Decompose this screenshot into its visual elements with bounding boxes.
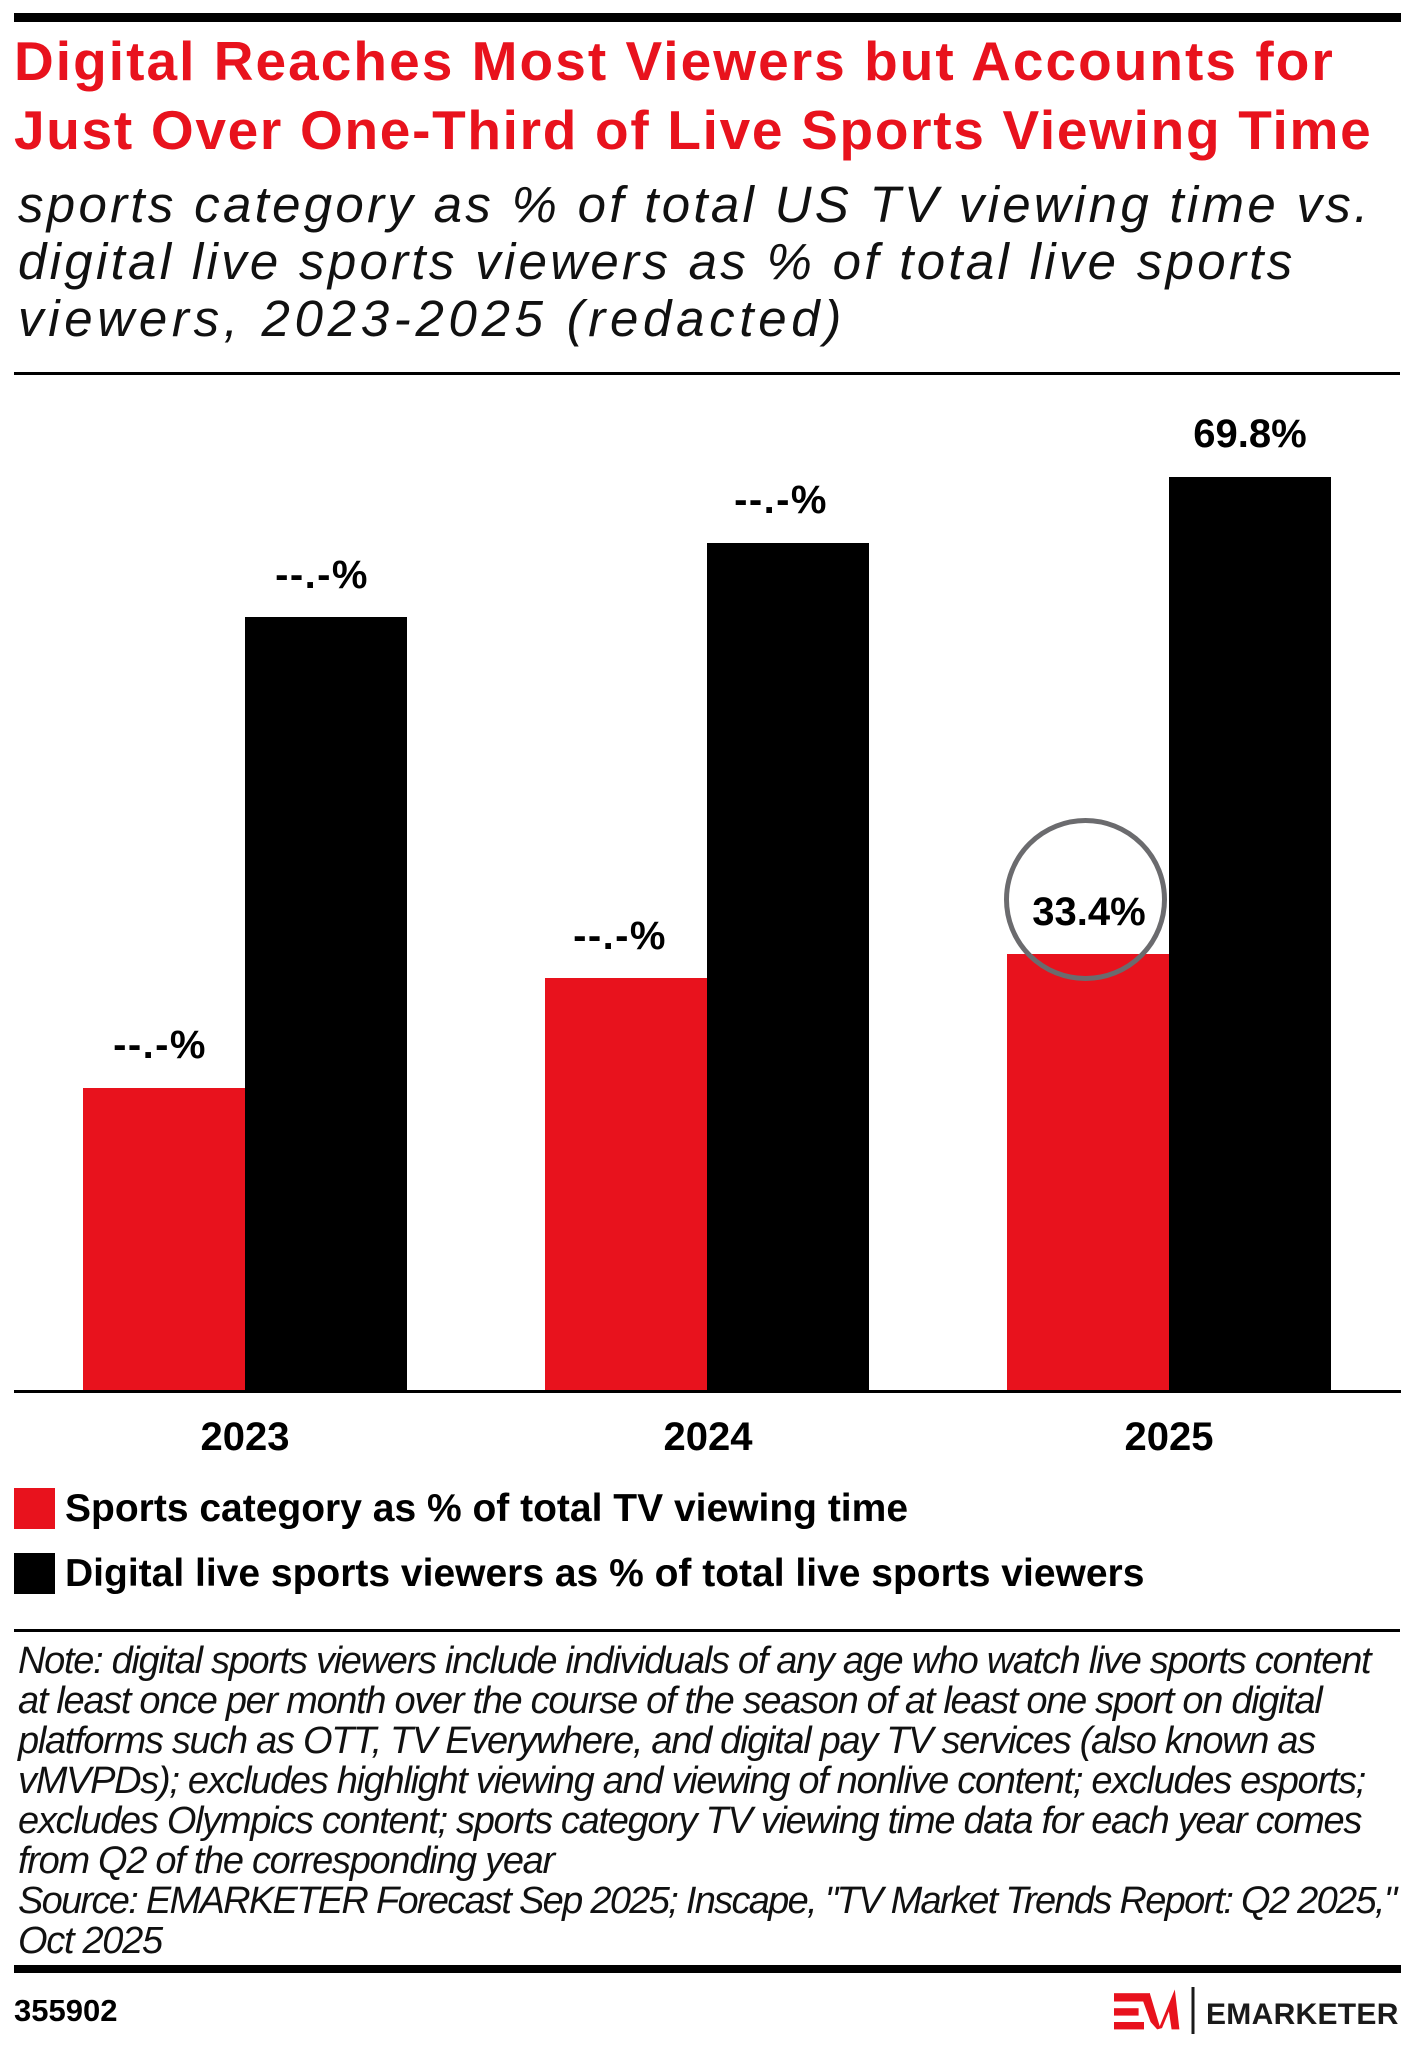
svg-text:EMARKETER: EMARKETER bbox=[1206, 1998, 1399, 2031]
